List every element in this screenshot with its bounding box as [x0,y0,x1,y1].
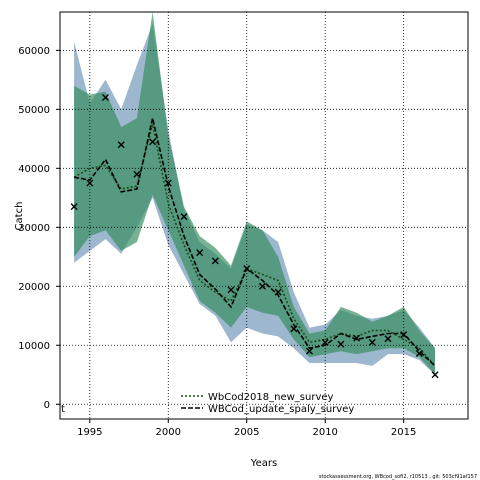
y-axis: 0 10000 20000 30000 40000 50000 60000 [18,46,60,411]
observed-point-2001 [180,213,188,221]
observed-point-2007 [274,288,282,296]
observed-point-2012 [353,334,361,342]
observed-point-2014 [384,335,392,343]
y-tick-label-30000: 30000 [18,223,50,234]
observed-point-2017 [431,371,439,379]
observed-points [70,94,439,379]
observed-point-2004 [227,286,235,294]
observed-point-2000 [164,179,172,187]
observed-point-2013 [368,338,376,346]
observed-point-2006 [258,282,266,290]
plot-frame [59,11,469,420]
observed-point-2008 [290,325,298,333]
observed-point-2009 [306,347,314,355]
observed-point-1994 [70,203,78,211]
y-tick-label-10000: 10000 [18,341,50,352]
corner-label: t [61,404,65,415]
observed-point-2005 [243,265,251,273]
y-tick-label-50000: 50000 [18,105,50,116]
y-axis-title: Catch [14,202,25,231]
observed-point-1999 [149,138,157,146]
series-line-1 [73,123,436,367]
legend: WbCod2018_new_survey WBCod_update_spaly_… [181,392,354,415]
grid [60,12,468,419]
x-axis-title: Years [250,458,277,469]
x-tick-label-2010: 2010 [312,427,337,438]
x-tick-label-2015: 2015 [391,427,416,438]
observed-point-1996 [102,94,110,102]
footer-note: stockassessment.org, WBcod_sofi2, r10513… [319,474,477,480]
observed-point-1997 [117,141,125,149]
x-tick-label-2005: 2005 [234,427,259,438]
y-tick-label-40000: 40000 [18,164,50,175]
series-lines [73,118,436,367]
x-axis: 1995 2000 2005 2010 2015 [77,419,416,438]
observed-point-2003 [211,257,219,265]
x-tick-label-1995: 1995 [77,427,102,438]
observed-point-1995 [86,179,94,187]
observed-point-2011 [337,340,345,348]
series-line-2 [73,118,436,367]
observed-point-2015 [400,331,408,339]
legend-label-series-1: WbCod2018_new_survey [208,392,334,403]
legend-label-series-2: WBCod_update_spaly_survey [208,404,354,415]
observed-point-1998 [133,170,141,178]
y-tick-label-60000: 60000 [18,46,50,57]
observed-point-2010 [321,338,329,346]
y-tick-label-0: 0 [44,400,50,411]
y-tick-label-20000: 20000 [18,282,50,293]
observed-point-2002 [196,249,204,257]
confidence-bands [74,12,435,375]
observed-point-2016 [415,350,423,358]
confidence-band-series-2 [74,12,435,375]
x-tick-label-2000: 2000 [156,427,181,438]
